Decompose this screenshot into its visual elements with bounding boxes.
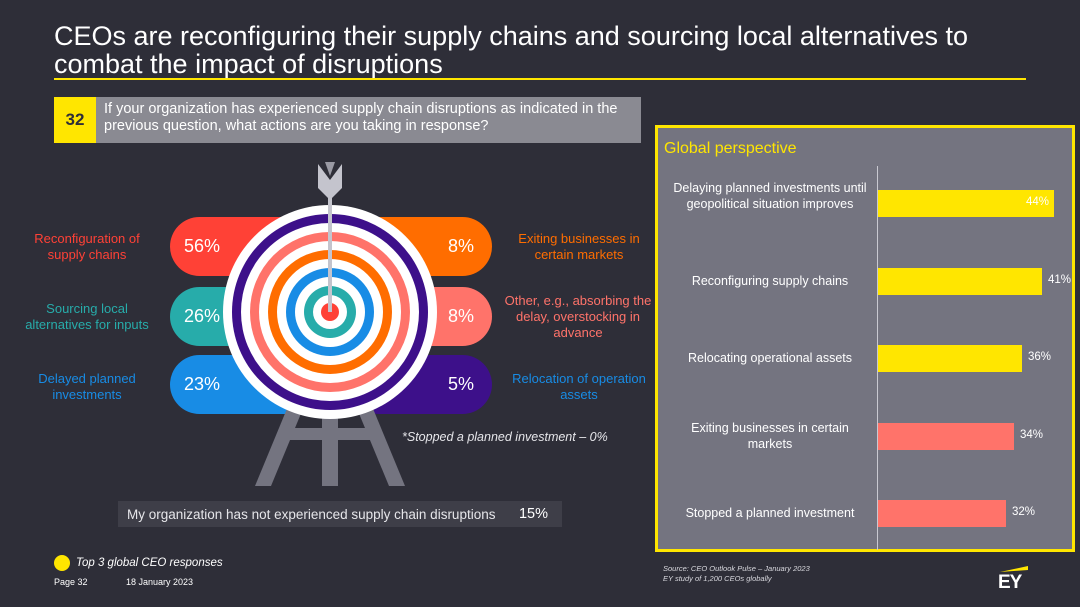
question-number: 32: [54, 97, 96, 143]
page-title: CEOs are reconfiguring their supply chai…: [54, 21, 968, 79]
ey-logo-text: EY: [998, 572, 1022, 593]
no-disruption-value: 15%: [518, 506, 548, 522]
bar-value: 41%: [1048, 274, 1072, 286]
ey-logo-icon: [1000, 566, 1028, 572]
bar-value: 44%: [1026, 196, 1050, 208]
source-line: EY study of 1,200 CEOs globally: [663, 574, 772, 583]
bar-value: 36%: [1028, 351, 1052, 363]
target-graphic: [223, 162, 437, 486]
legend-dot-icon: [54, 555, 70, 571]
label-exiting: Exiting businesses in certain markets: [518, 231, 640, 262]
label-sourcing: Sourcing local alternatives for inputs: [25, 301, 149, 332]
label-relocation: Relocation of operation assets: [512, 371, 646, 402]
bar-label: Exiting businesses in certain markets: [691, 421, 849, 451]
pill-value: 5%: [447, 374, 474, 394]
no-disruption-box: My organization has not experienced supp…: [118, 501, 562, 527]
no-disruption-label: My organization has not experienced supp…: [127, 506, 496, 522]
bar-label: Reconfiguring supply chains: [691, 274, 849, 288]
label-other: Other, e.g., absorbing the delay, overst…: [504, 293, 652, 340]
pill-value: 8%: [447, 306, 474, 326]
bar: [878, 190, 1054, 217]
source-note: Source: CEO Outlook Pulse – January 2023…: [663, 564, 810, 584]
pill-value: 8%: [447, 236, 474, 256]
bar: [878, 268, 1042, 295]
bar: [878, 423, 1014, 450]
pill-value: 26%: [184, 306, 221, 326]
bar-axis: [877, 166, 878, 550]
footnote: *Stopped a planned investment – 0%: [402, 430, 608, 444]
legend-text: Top 3 global CEO responses: [76, 557, 223, 569]
label-reconfiguration: Reconfiguration of supply chains: [34, 231, 140, 262]
source-line: Source: CEO Outlook Pulse – January 2023: [663, 564, 810, 573]
bar-label: Delaying planned investments until geopo…: [673, 181, 867, 211]
bar-value: 32%: [1012, 506, 1036, 518]
bar: [878, 500, 1006, 527]
panel-title: Global perspective: [664, 140, 797, 157]
page-number: Page 32: [54, 577, 88, 587]
bar: [878, 345, 1022, 372]
page-date: 18 January 2023: [126, 577, 194, 587]
bar-label: Relocating operational assets: [688, 351, 852, 365]
bar-label: Stopped a planned investment: [685, 506, 855, 520]
pill-value: 23%: [184, 374, 221, 394]
label-delayed: Delayed planned investments: [38, 371, 136, 402]
bar-value: 34%: [1020, 429, 1044, 441]
pill-value: 56%: [184, 236, 221, 256]
question-text: If your organization has experienced sup…: [96, 97, 641, 143]
arrow-icon: [318, 162, 342, 312]
title-underline: [54, 78, 1026, 80]
